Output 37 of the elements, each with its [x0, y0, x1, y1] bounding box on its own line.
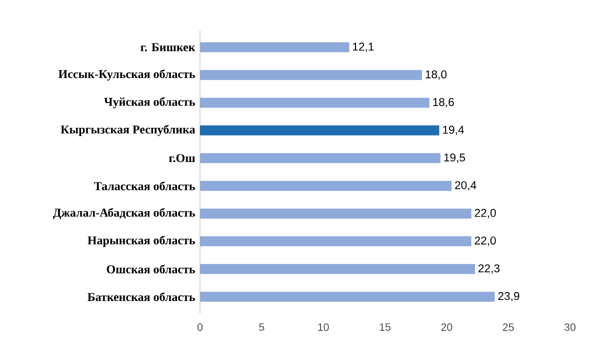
x-tick-label: 10 — [318, 323, 329, 331]
y-tick-label: Кыргызская Республика — [60, 124, 196, 136]
bar — [200, 98, 430, 108]
y-tick-label: Чуйская область — [104, 97, 195, 108]
bar — [200, 236, 472, 246]
x-tick-label: 30 — [564, 323, 576, 331]
data-label: 19,5 — [444, 153, 466, 163]
y-tick-label: Ошская область — [106, 264, 195, 274]
bar — [200, 180, 452, 191]
data-label: 18,0 — [426, 70, 447, 80]
y-tick-label: Таласская область — [94, 182, 196, 190]
data-label: 18,6 — [433, 98, 454, 108]
y-tick-label: Баткенская область — [88, 292, 196, 302]
x-tick-label: 0 — [197, 323, 203, 331]
y-tick-label: г. Бишкек — [140, 43, 196, 52]
bar — [200, 153, 440, 164]
y-tick-label: Нарынская область — [88, 236, 196, 247]
y-tick-label: г.Ош — [169, 154, 195, 162]
bar — [200, 292, 495, 302]
bar — [200, 70, 422, 80]
bar — [200, 42, 350, 52]
y-tick-label: Иссык-Кульская область — [58, 69, 196, 81]
y-tick-label: Джалал-Абадская область — [53, 208, 195, 220]
data-label: 23,9 — [498, 292, 520, 302]
x-tick-label: 20 — [441, 323, 452, 331]
data-label: 20,4 — [455, 181, 476, 191]
bar — [200, 264, 476, 274]
data-label: 12,1 — [353, 42, 374, 52]
data-label: 22,3 — [478, 264, 500, 274]
data-label: 22,0 — [474, 208, 496, 218]
x-tick-label: 25 — [502, 323, 514, 331]
bar — [200, 125, 440, 136]
x-tick-label: 5 — [259, 323, 264, 331]
data-label: 19,4 — [443, 126, 464, 136]
bar — [200, 208, 472, 219]
x-tick-label: 15 — [380, 323, 390, 331]
data-label: 22,0 — [474, 236, 496, 246]
